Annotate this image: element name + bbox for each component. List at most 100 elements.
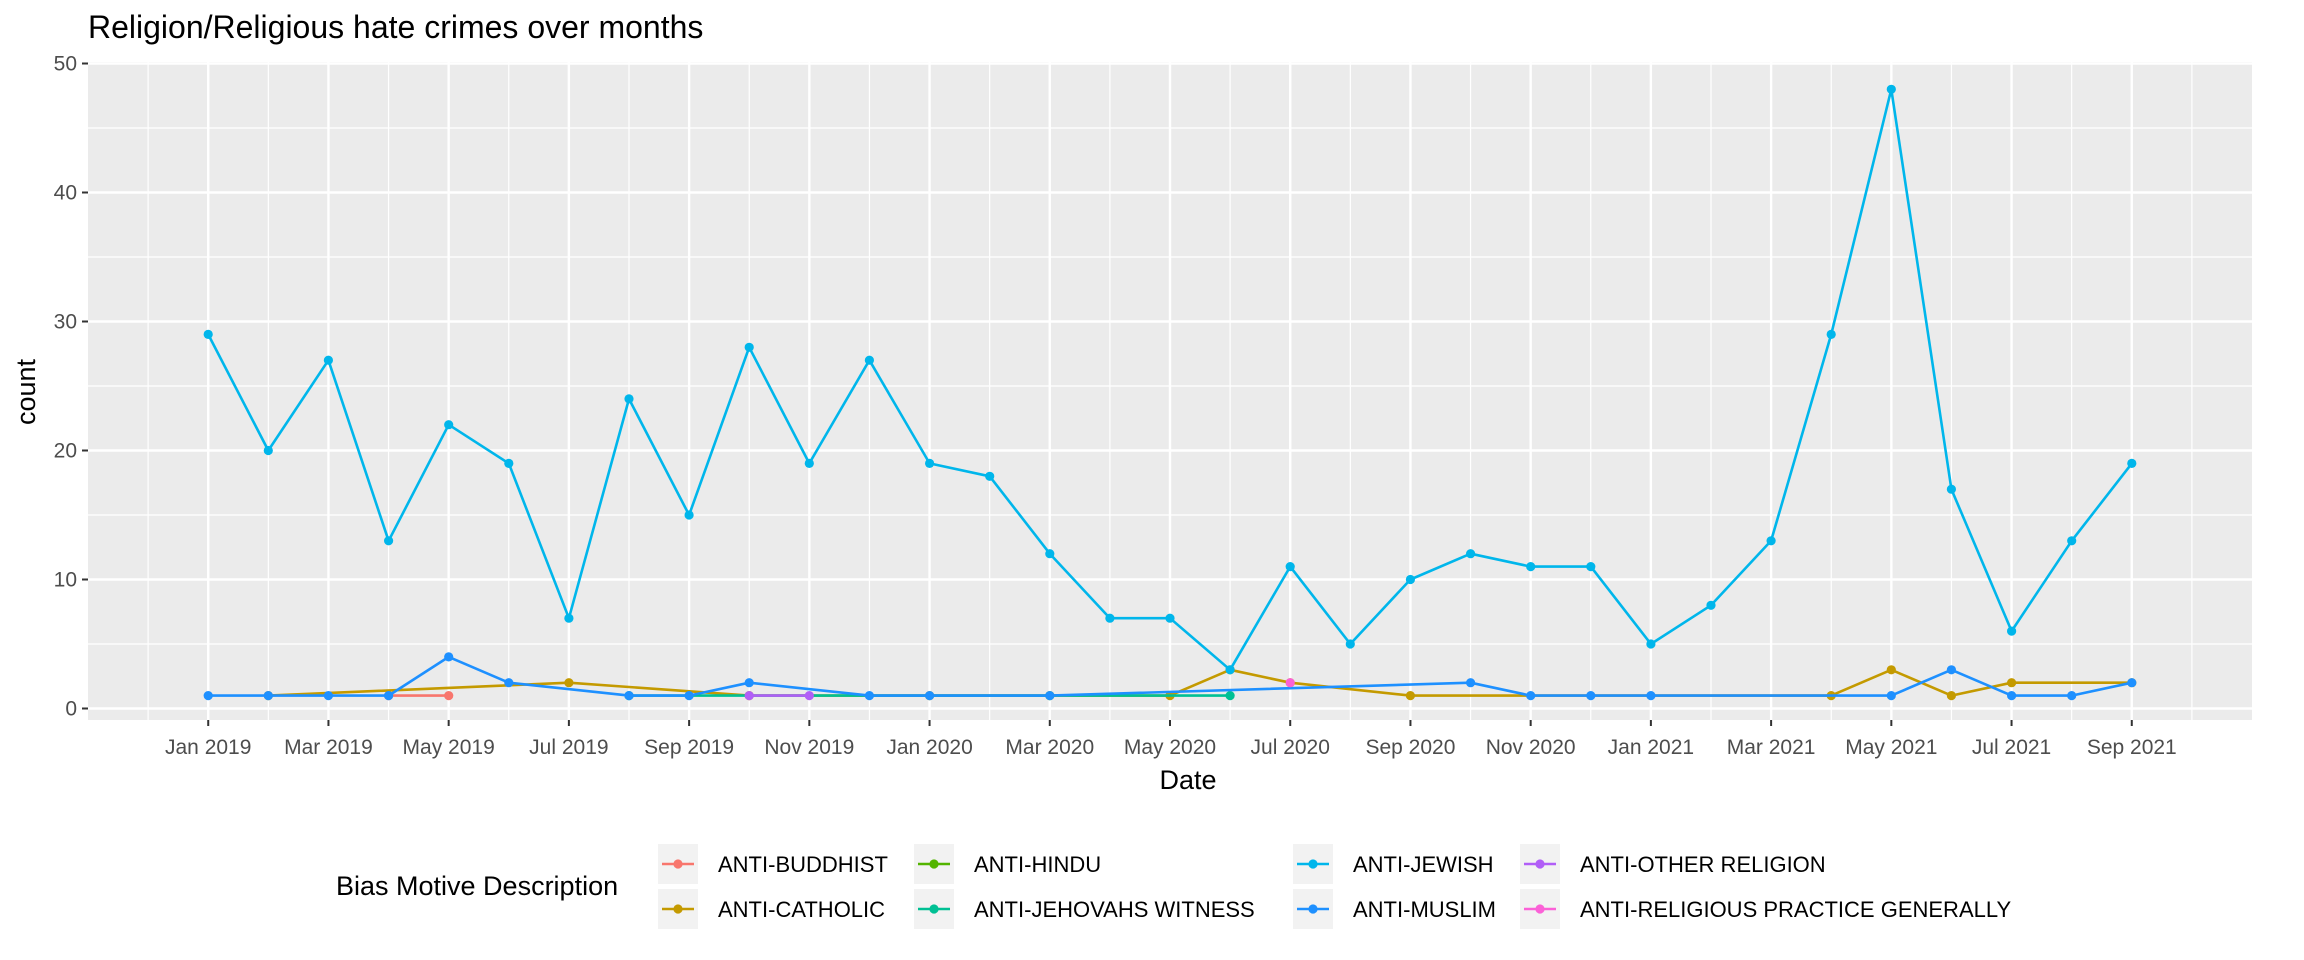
data-point [203, 329, 213, 339]
x-tick-label: Nov 2020 [1486, 736, 1576, 759]
data-point [804, 458, 814, 468]
x-tick-label: Jul 2021 [1972, 736, 2051, 759]
legend-item-anti-jehovahs-witness: ANTI-JEHOVAHS WITNESS [914, 889, 1255, 929]
data-point [744, 678, 754, 688]
legend-key-point [673, 859, 683, 869]
x-tick-label: Sep 2019 [644, 736, 734, 759]
data-point [804, 691, 814, 701]
y-tick-label: 20 [54, 440, 77, 463]
legend-key-point [1535, 859, 1545, 869]
y-tick-label: 30 [54, 311, 77, 334]
y-axis: 0 10 20 30 40 50 [54, 53, 88, 721]
data-point [1045, 691, 1055, 701]
data-point [1225, 691, 1235, 701]
data-point [1405, 691, 1415, 701]
data-point [1466, 678, 1476, 688]
legend-label: ANTI-JEWISH [1353, 852, 1494, 877]
data-point [564, 613, 574, 623]
data-point [1946, 691, 1956, 701]
x-tick-label: Nov 2019 [764, 736, 854, 759]
data-point [1946, 484, 1956, 494]
data-point [925, 458, 935, 468]
data-point [1886, 84, 1896, 94]
legend-label: ANTI-MUSLIM [1353, 897, 1496, 922]
legend-key-point [1535, 904, 1545, 914]
legend-item-anti-buddhist: ANTI-BUDDHIST [658, 844, 888, 884]
data-point [864, 691, 875, 701]
x-tick-label: Sep 2021 [2087, 736, 2177, 759]
data-point [1886, 691, 1896, 701]
data-point [1586, 691, 1596, 701]
data-point [203, 691, 213, 701]
series-anti-jewish [203, 84, 2137, 675]
legend-key-point [1308, 859, 1318, 869]
data-point [1946, 665, 1956, 675]
data-point [384, 691, 394, 701]
x-tick-label: Jan 2020 [886, 736, 972, 759]
data-point [1105, 613, 1115, 623]
legend: Bias Motive Description ANTI-BUDDHISTANT… [336, 844, 2011, 929]
y-tick-label: 50 [54, 53, 77, 76]
data-point [444, 652, 454, 662]
data-point [263, 691, 273, 701]
data-point [2067, 536, 2077, 546]
data-point [504, 678, 514, 688]
data-point [744, 342, 754, 352]
data-point [1466, 549, 1476, 559]
x-tick-label: Jul 2019 [529, 736, 608, 759]
legend-item-anti-other-religion: ANTI-OTHER RELIGION [1520, 844, 1826, 884]
legend-item-anti-religious-practice-generally: ANTI-RELIGIOUS PRACTICE GENERALLY [1520, 889, 2011, 929]
grid-lines [88, 62, 2252, 720]
data-point [2067, 691, 2077, 701]
legend-item-anti-hindu: ANTI-HINDU [914, 844, 1101, 884]
y-tick-label: 40 [54, 182, 77, 205]
data-point [684, 510, 694, 520]
data-point [1285, 562, 1295, 572]
legend-label: ANTI-BUDDHIST [718, 852, 888, 877]
data-point [1405, 574, 1415, 585]
x-tick-label: Jan 2019 [165, 736, 251, 759]
legend-label: ANTI-OTHER RELIGION [1580, 852, 1826, 877]
chart-title: Religion/Religious hate crimes over mont… [88, 9, 703, 45]
data-point [504, 458, 514, 468]
data-point [1826, 329, 1836, 339]
x-tick-label: Jul 2020 [1251, 736, 1330, 759]
x-tick-label: Mar 2021 [1727, 736, 1816, 759]
legend-label: ANTI-RELIGIOUS PRACTICE GENERALLY [1580, 897, 2011, 922]
data-point [2007, 626, 2017, 636]
x-tick-label: Jan 2021 [1608, 736, 1694, 759]
data-point [2127, 678, 2137, 688]
data-point [744, 691, 754, 701]
x-tick-label: May 2021 [1845, 736, 1937, 759]
data-point [564, 678, 574, 688]
data-point [624, 394, 634, 404]
y-tick-label: 10 [54, 569, 77, 592]
legend-label: ANTI-HINDU [974, 852, 1101, 877]
y-tick-label: 0 [65, 698, 77, 721]
data-point [2007, 691, 2017, 701]
data-point [624, 691, 634, 701]
data-point [2127, 458, 2137, 468]
legend-label: ANTI-CATHOLIC [718, 897, 885, 922]
x-tick-label: Sep 2020 [1365, 736, 1455, 759]
data-point [1165, 613, 1175, 623]
data-point [1646, 691, 1656, 701]
x-tick-label: Mar 2020 [1005, 736, 1094, 759]
data-point [1766, 536, 1776, 546]
legend-item-anti-catholic: ANTI-CATHOLIC [658, 889, 885, 929]
series-layer [203, 84, 2137, 701]
data-point [323, 355, 333, 365]
data-point [1526, 562, 1536, 572]
data-point [384, 536, 394, 546]
x-axis-title: Date [1159, 765, 1216, 795]
legend-key-point [929, 859, 939, 869]
x-tick-label: May 2020 [1124, 736, 1216, 759]
series-anti-muslim [203, 652, 2137, 701]
data-point [985, 471, 995, 481]
data-point [263, 445, 273, 456]
legend-key-point [1308, 904, 1318, 914]
data-point [1706, 600, 1716, 610]
data-point [1586, 562, 1596, 572]
y-axis-title: count [11, 358, 41, 425]
